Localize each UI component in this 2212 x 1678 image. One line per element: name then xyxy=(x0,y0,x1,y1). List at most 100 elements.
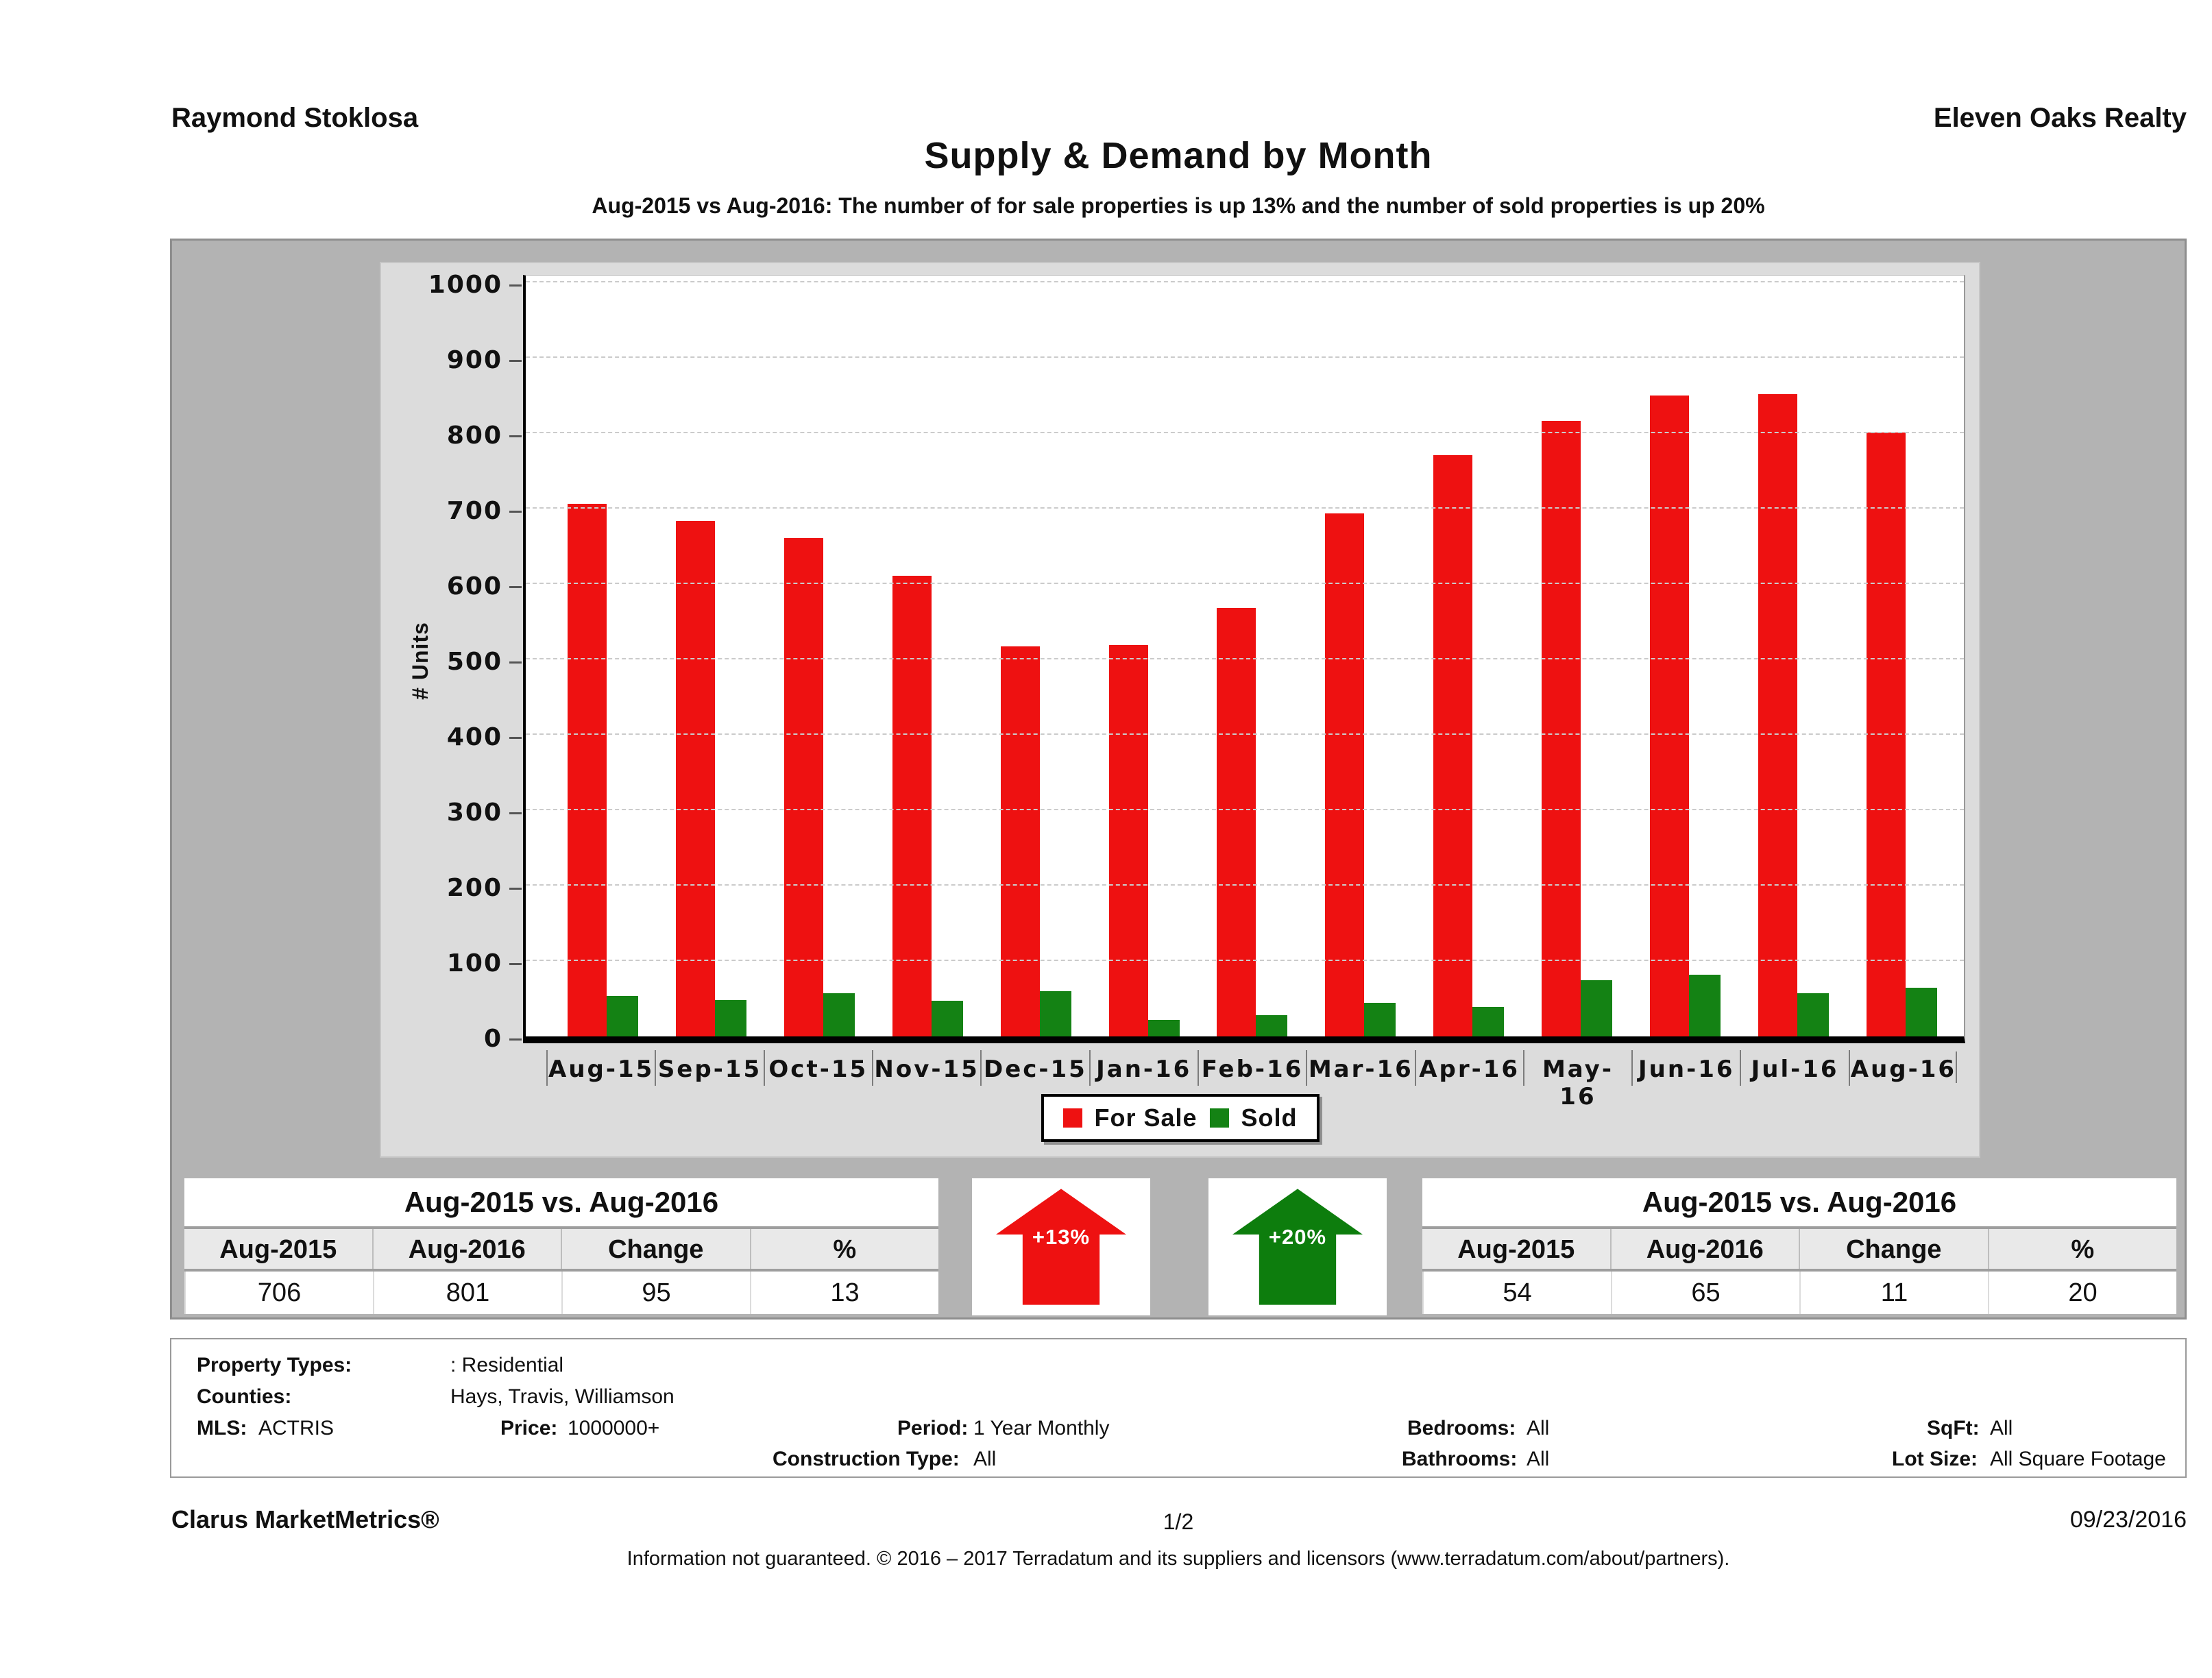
bathrooms-value: All xyxy=(1527,1448,1550,1470)
sqft-label: SqFt: xyxy=(1927,1417,1980,1439)
bar-for-sale xyxy=(676,520,716,1036)
company-name: Eleven Oaks Realty xyxy=(1933,103,2187,133)
bar-sold xyxy=(1797,993,1829,1036)
bar-for-sale xyxy=(1649,396,1689,1036)
y-tick-label: 300 xyxy=(446,799,502,827)
bar-for-sale xyxy=(1325,513,1365,1036)
column-header: Aug-2016 xyxy=(372,1229,561,1269)
table-cell: 20 xyxy=(1988,1272,2176,1314)
arrow-label: +13% xyxy=(1032,1224,1091,1249)
y-tick-mark xyxy=(509,585,522,588)
bar-for-sale xyxy=(1108,645,1148,1036)
gridline xyxy=(526,507,1964,509)
footer-date: 09/23/2016 xyxy=(2069,1507,2187,1533)
x-axis-label: Jan-16 xyxy=(1089,1050,1198,1086)
table-cell: 65 xyxy=(1611,1272,1799,1314)
y-tick-mark xyxy=(509,284,522,287)
bar-sold xyxy=(1256,1015,1288,1036)
bar-group xyxy=(982,276,1090,1036)
chart-container: # Units 0 100 200 300 400 500 600 700 800 900 1000… xyxy=(170,239,2187,1320)
y-tick-label: 700 xyxy=(446,497,502,525)
y-tick-mark xyxy=(509,359,522,362)
bar-sold xyxy=(1905,987,1937,1036)
x-axis-label: Feb-16 xyxy=(1197,1050,1306,1086)
bar-group xyxy=(874,276,982,1036)
table-cell: 706 xyxy=(184,1272,373,1314)
y-tick-mark xyxy=(509,435,522,437)
bar-for-sale xyxy=(1758,393,1797,1036)
bar-for-sale xyxy=(1217,608,1256,1036)
gridline xyxy=(526,583,1964,584)
table-cell: 54 xyxy=(1422,1272,1611,1314)
lot-size-label: Lot Size: xyxy=(1892,1448,1978,1470)
mls-value: ACTRIS xyxy=(258,1417,335,1439)
bar-sold xyxy=(1147,1019,1180,1036)
summary-table-header-row: Aug-2015 Aug-2016 Change % xyxy=(184,1229,938,1272)
bar-group xyxy=(1198,276,1306,1036)
gridline xyxy=(526,356,1964,358)
column-header: Aug-2015 xyxy=(219,1235,337,1264)
x-axis-label: Dec-15 xyxy=(980,1050,1089,1086)
construction-type-label: Construction Type: xyxy=(773,1448,960,1470)
bar-for-sale xyxy=(784,537,824,1036)
property-types-value: : Residential xyxy=(450,1354,564,1376)
bar-sold xyxy=(931,1001,963,1036)
x-axis-label: Apr-16 xyxy=(1414,1050,1523,1086)
period-value: 1 Year Monthly xyxy=(973,1417,1110,1439)
legend-swatch-sold-icon xyxy=(1209,1108,1229,1128)
bars-layer xyxy=(549,276,1956,1036)
summary-table-sold: Aug-2015 vs. Aug-2016 Aug-2015 Aug-2016 … xyxy=(1422,1178,2176,1314)
bar-sold xyxy=(715,1000,747,1036)
gridline xyxy=(526,884,1964,886)
bar-sold xyxy=(1581,980,1613,1036)
y-tick-label: 0 xyxy=(483,1025,502,1053)
y-tick-label: 200 xyxy=(446,874,502,902)
y-tick-mark xyxy=(509,812,522,814)
arrow-label: +20% xyxy=(1268,1224,1327,1249)
bar-group xyxy=(657,276,766,1036)
mls-label: MLS: xyxy=(197,1417,247,1439)
construction-type-value: All xyxy=(973,1448,997,1470)
chart-panel: # Units 0 100 200 300 400 500 600 700 800 900 1000… xyxy=(380,262,1980,1158)
x-axis-label: Sep-15 xyxy=(655,1050,763,1086)
footer-disclaimer: Information not guaranteed. © 2016 – 201… xyxy=(627,1548,1730,1570)
column-header: Aug-2015 xyxy=(1457,1235,1575,1264)
table-cell: 13 xyxy=(750,1272,938,1314)
bar-group xyxy=(549,276,657,1036)
table-cell: 95 xyxy=(561,1272,750,1314)
bar-for-sale xyxy=(1433,454,1473,1036)
table-cell: 801 xyxy=(373,1272,561,1314)
footer-page-number: 1/2 xyxy=(1163,1509,1194,1534)
bar-sold xyxy=(1472,1007,1505,1036)
bathrooms-label: Bathrooms: xyxy=(1402,1448,1518,1470)
counties-value: Hays, Travis, Williamson xyxy=(450,1385,674,1408)
y-tick-mark xyxy=(509,736,522,739)
plot-area xyxy=(523,275,1965,1043)
agent-name: Raymond Stoklosa xyxy=(171,103,419,133)
bar-for-sale xyxy=(568,504,607,1036)
summary-table-header-row: Aug-2015 Aug-2016 Change % xyxy=(1422,1229,2176,1272)
y-tick-label: 1000 xyxy=(428,271,502,299)
for-sale-change-indicator: +13% xyxy=(972,1178,1150,1315)
sold-change-indicator: +20% xyxy=(1208,1178,1387,1315)
summary-table-data-row: 54 65 11 20 xyxy=(1422,1272,2176,1314)
summary-table-title: Aug-2015 vs. Aug-2016 xyxy=(1422,1178,2176,1229)
price-label: Price: xyxy=(500,1417,558,1439)
report-page: Raymond Stoklosa Eleven Oaks Realty Supp… xyxy=(170,0,2187,1678)
y-tick-label: 400 xyxy=(446,723,502,751)
up-arrow-red-icon: +13% xyxy=(995,1189,1127,1305)
bar-sold xyxy=(1364,1002,1396,1036)
x-axis: Aug-15 Sep-15 Oct-15 Nov-15 Dec-15 Jan-16 Feb-… xyxy=(546,1050,1957,1110)
gridline xyxy=(526,658,1964,659)
x-axis-label: Jun-16 xyxy=(1631,1050,1740,1086)
bar-group xyxy=(1523,276,1631,1036)
y-axis: 0 100 200 300 400 500 600 700 800 900 1000 xyxy=(381,271,523,1051)
bar-group xyxy=(1847,276,1956,1036)
filter-criteria-box: Property Types: : Residential Counties: … xyxy=(170,1338,2187,1478)
sqft-value: All xyxy=(1990,1417,2013,1439)
column-header: % xyxy=(749,1229,939,1269)
page-title: Supply & Demand by Month xyxy=(924,135,1433,176)
table-cell: 11 xyxy=(1799,1272,1988,1314)
bar-for-sale xyxy=(1542,421,1581,1036)
bar-for-sale xyxy=(892,575,932,1036)
